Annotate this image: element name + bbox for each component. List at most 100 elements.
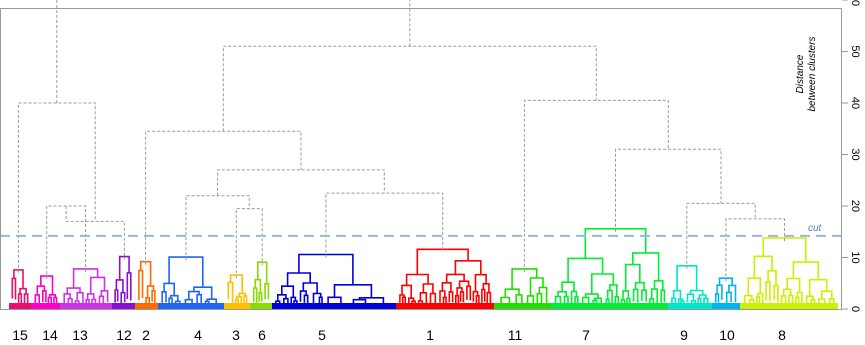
leaf-band-6 <box>250 303 272 309</box>
y-tick-label: 30 <box>849 148 861 160</box>
branch <box>515 294 523 305</box>
branch <box>429 292 437 305</box>
branch <box>808 278 828 297</box>
cluster-label-5: 5 <box>318 327 326 343</box>
y-tick-label: 10 <box>849 251 861 263</box>
cluster-8 <box>743 237 835 305</box>
cluster-label-14: 14 <box>42 327 58 343</box>
cluster-label-15: 15 <box>12 327 28 343</box>
leaf-band-3 <box>224 303 250 309</box>
branch <box>442 296 447 304</box>
branch <box>481 288 486 303</box>
cluster-1 <box>399 248 492 306</box>
branch <box>281 285 295 298</box>
branch <box>138 269 144 301</box>
branch <box>258 292 263 302</box>
branch <box>454 260 482 275</box>
y-tick-label: 50 <box>849 45 861 57</box>
branch <box>459 291 465 303</box>
branch <box>725 291 732 304</box>
cluster-labels: 15 14 13 12 2 4 3 6 5 1 11 7 9 10 8 <box>12 327 786 343</box>
branch <box>765 281 771 302</box>
branch <box>486 291 492 304</box>
merge-all <box>56 0 411 103</box>
branch <box>697 297 702 304</box>
branch <box>257 261 268 284</box>
leaf-band-4 <box>158 303 224 309</box>
branch <box>584 228 647 259</box>
merge-4+3+6+5+1 <box>217 169 385 196</box>
branch <box>536 292 543 305</box>
branch <box>773 284 779 302</box>
cluster-label-11: 11 <box>508 327 523 343</box>
cluster-label-8: 8 <box>778 327 786 343</box>
cluster-15 <box>11 269 29 304</box>
branch <box>303 294 309 304</box>
branch <box>728 284 737 303</box>
branch <box>299 290 307 302</box>
branch <box>762 237 807 263</box>
branch <box>448 291 454 303</box>
cluster-13 <box>63 268 109 305</box>
branch <box>318 296 323 304</box>
branch <box>118 255 130 280</box>
branch <box>264 283 270 300</box>
merge-5+1 <box>325 192 444 258</box>
branch <box>650 288 658 304</box>
branch <box>333 284 373 298</box>
leaf-band-1 <box>396 303 494 309</box>
cluster-10 <box>714 277 737 304</box>
branch <box>786 277 801 293</box>
cluster-3 <box>227 274 248 305</box>
branch <box>676 265 698 291</box>
cluster-7 <box>554 228 666 306</box>
branch <box>145 297 150 304</box>
merge-9+10+8 <box>686 202 756 269</box>
merge-2+4+3+6+5+1 <box>145 130 302 265</box>
branch <box>401 296 407 304</box>
branch <box>820 290 833 299</box>
branch <box>286 272 311 287</box>
cluster-9 <box>671 265 709 306</box>
branch <box>632 288 639 303</box>
branch <box>72 268 99 289</box>
leaf-band-2 <box>135 303 158 309</box>
dendrogram-layer <box>11 0 835 306</box>
branch <box>714 293 720 303</box>
y-tick-label: 40 <box>849 97 861 109</box>
leaf-band-7 <box>551 303 668 309</box>
cluster-label-13: 13 <box>72 327 88 343</box>
cluster-11 <box>500 268 548 305</box>
cluster-label-3: 3 <box>232 327 240 343</box>
branch <box>19 287 27 295</box>
leaf-band-12 <box>112 303 135 309</box>
branch <box>243 295 248 305</box>
leaf-band-15 <box>9 303 31 309</box>
branch <box>11 277 17 300</box>
y-axis-title-line2: between clusters <box>807 36 818 111</box>
merge-10+8 <box>725 218 785 282</box>
branch <box>660 289 666 303</box>
y-tick-label: 60 <box>849 0 861 6</box>
cluster-label-4: 4 <box>194 327 202 343</box>
cluster-12 <box>114 255 132 304</box>
branch <box>641 289 647 302</box>
y-tick-label: 20 <box>849 200 861 212</box>
leaf-band-5 <box>272 303 396 309</box>
leaf-layer <box>9 303 838 309</box>
leaf-band-8 <box>740 303 838 309</box>
cluster-label-2: 2 <box>142 327 150 343</box>
branch <box>475 295 480 304</box>
cluster-14 <box>34 275 58 305</box>
cluster-label-9: 9 <box>680 327 688 343</box>
leaf-band-10 <box>712 303 740 309</box>
leaf-band-14 <box>31 303 60 309</box>
branch <box>151 290 156 304</box>
branch <box>98 295 105 304</box>
branch <box>161 291 167 303</box>
merge-7+9+10+8 <box>615 148 722 232</box>
cut-label: cut <box>808 223 823 234</box>
branch <box>788 294 794 304</box>
merge-11+7+9+10+8 <box>523 99 669 272</box>
y-tick-label: 0 <box>849 306 861 312</box>
